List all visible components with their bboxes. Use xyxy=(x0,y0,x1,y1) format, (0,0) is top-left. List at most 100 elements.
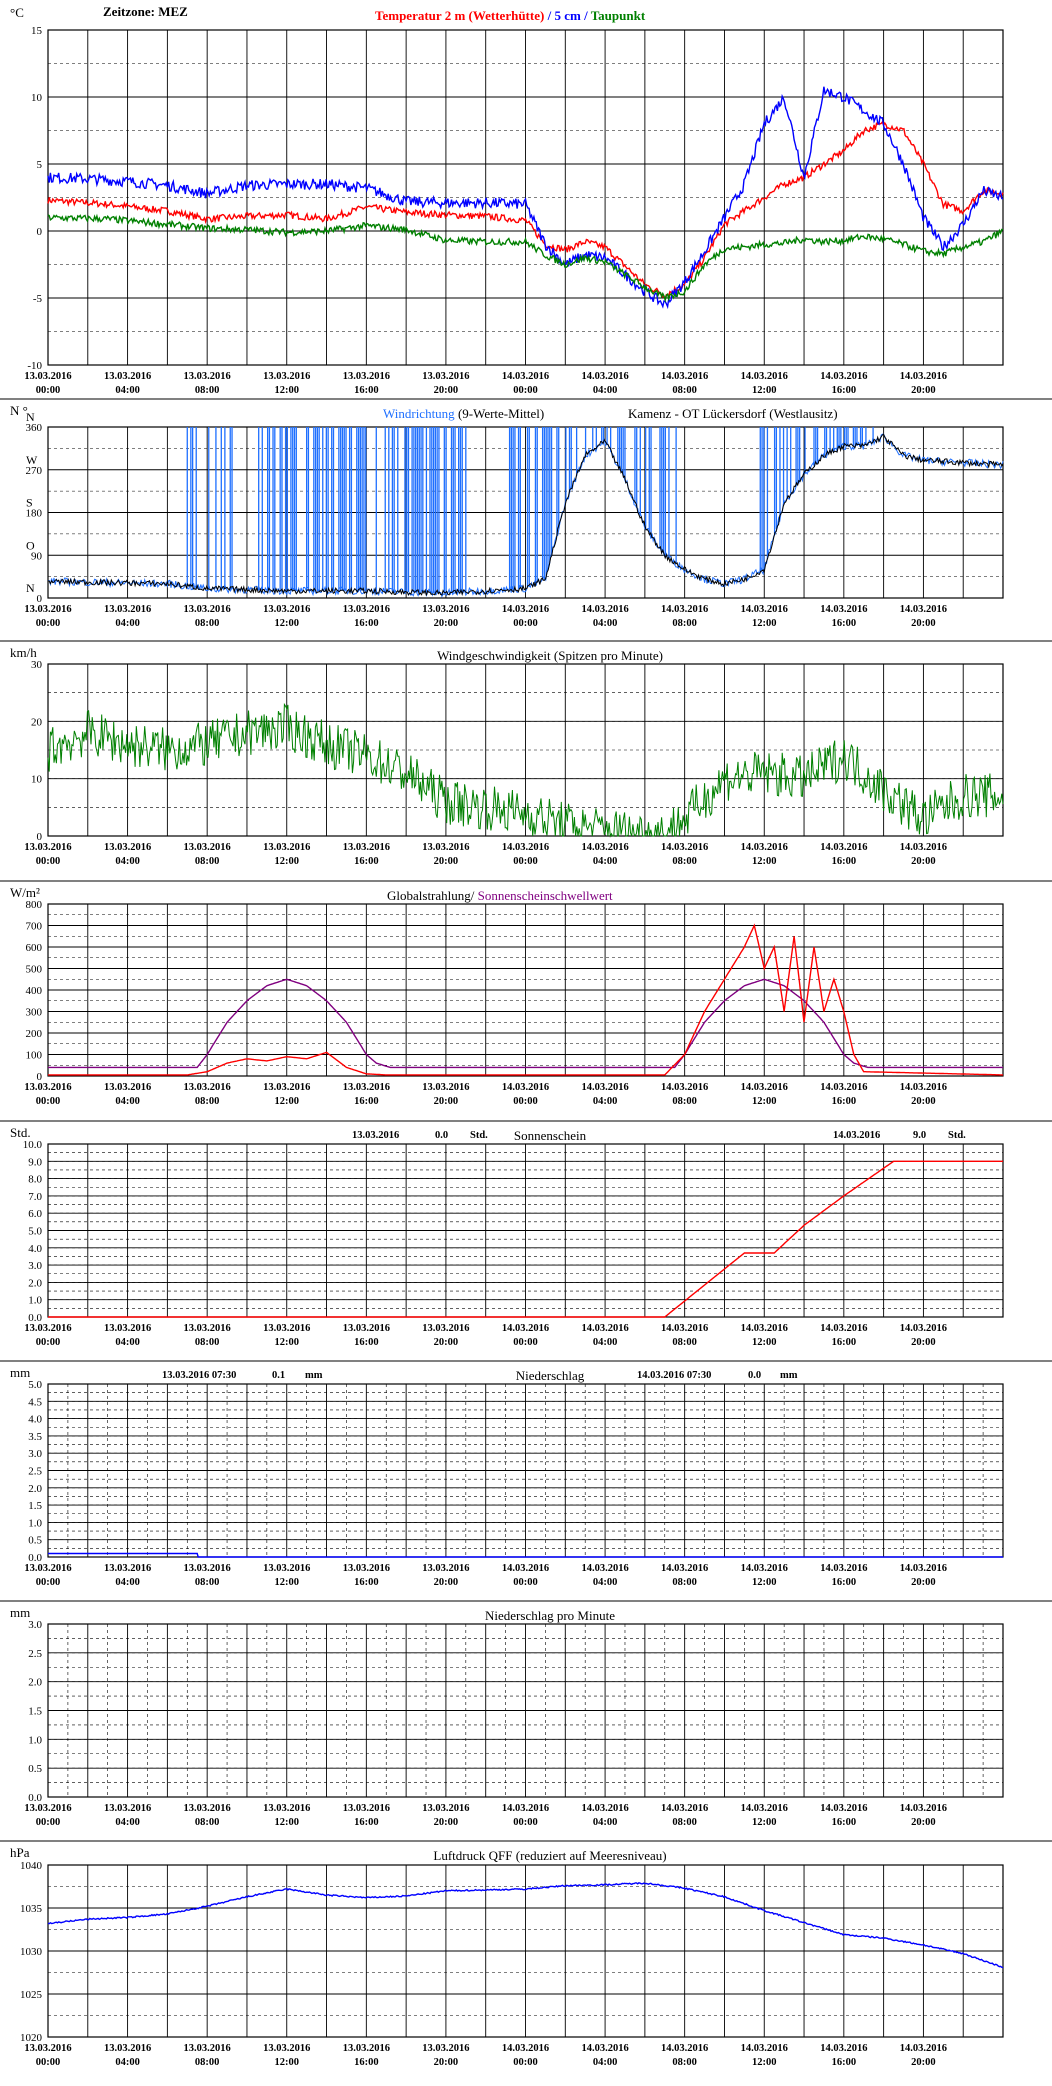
y-tick-label: 2.0 xyxy=(28,1677,42,1689)
x-tick-date: 13.03.2016 xyxy=(422,2043,469,2054)
x-tick-date: 14.03.2016 xyxy=(581,371,628,382)
x-tick-time: 16:00 xyxy=(354,1096,379,1107)
x-tick-time: 08:00 xyxy=(672,618,697,629)
x-tick-date: 13.03.2016 xyxy=(184,1563,231,1574)
x-tick-time: 04:00 xyxy=(593,1096,618,1107)
x-tick-time: 16:00 xyxy=(832,1577,857,1588)
chart-panel-0: 15 10 5 0 -5 -10 °C 13.03.2016 00:00 13.03.2016 04… xyxy=(10,4,1004,396)
title-part: Taupunkt xyxy=(591,8,646,23)
y-tick-label: 800 xyxy=(26,899,43,911)
x-tick-time: 12:00 xyxy=(275,1817,300,1828)
x-tick-time: 08:00 xyxy=(195,385,220,396)
x-tick-time: 04:00 xyxy=(593,2057,618,2068)
y-tick-label: 300 xyxy=(26,1007,43,1019)
chart-panel-2: 30 20 10 0 km/h 13.03.2016 00:00 13.03.2016 04:0… xyxy=(0,640,1052,867)
series-line xyxy=(48,978,1003,1069)
x-tick-date: 13.03.2016 xyxy=(263,842,310,853)
x-tick-date: 14.03.2016 xyxy=(820,842,867,853)
y-tick-label: 0 xyxy=(37,226,43,238)
unit-label: km/h xyxy=(10,645,37,660)
y-tick-label: 6.0 xyxy=(28,1208,42,1220)
y-tick-label: 2.5 xyxy=(28,1466,42,1478)
x-tick-date: 14.03.2016 xyxy=(820,1082,867,1093)
x-tick-date: 14.03.2016 xyxy=(661,371,708,382)
series-1-1 xyxy=(47,433,1004,596)
chart-panel-4: 10.0 9.0 8.0 7.0 6.0 5.0 4.0 3.0 2.0 1.0 0.0 Std. 13… xyxy=(0,1120,1052,1348)
series-line xyxy=(47,433,1004,596)
x-tick-time: 04:00 xyxy=(593,618,618,629)
x-tick-time: 16:00 xyxy=(832,2057,857,2068)
daily-value: 0.0 xyxy=(748,1370,761,1381)
plot-frame xyxy=(47,1623,1004,1798)
daily-value: 0.0 xyxy=(435,1130,448,1141)
y-tick-label: 0.5 xyxy=(28,1535,42,1547)
x-tick-date: 13.03.2016 xyxy=(24,842,71,853)
daily-unit: mm xyxy=(780,1370,798,1381)
y-tick-label: 3.0 xyxy=(28,1448,42,1460)
series-line xyxy=(47,120,1004,300)
x-tick-time: 20:00 xyxy=(434,2057,459,2068)
unit-label: mm xyxy=(10,1365,30,1380)
x-tick-date: 13.03.2016 xyxy=(104,1563,151,1574)
x-tick-date: 13.03.2016 xyxy=(343,371,390,382)
x-tick-time: 12:00 xyxy=(752,385,777,396)
x-tick-date: 14.03.2016 xyxy=(900,1803,947,1814)
chart-title: Sonnenschein xyxy=(514,1128,587,1143)
y-tick-label: 0.0 xyxy=(28,1552,42,1564)
daily-value: 9.0 xyxy=(913,1130,926,1141)
x-tick-date: 13.03.2016 xyxy=(263,1803,310,1814)
x-tick-time: 12:00 xyxy=(275,2057,300,2068)
series-0-1 xyxy=(47,86,1004,310)
x-tick-date: 14.03.2016 xyxy=(581,1323,628,1334)
x-tick-date: 13.03.2016 xyxy=(263,1323,310,1334)
daily-unit: Std. xyxy=(948,1130,966,1141)
x-tick-date: 13.03.2016 xyxy=(343,2043,390,2054)
x-tick-time: 00:00 xyxy=(513,2057,538,2068)
series-line xyxy=(47,86,1004,310)
y-tick-label: 0 xyxy=(37,593,43,605)
x-tick-time: 12:00 xyxy=(752,2057,777,2068)
x-tick-date: 13.03.2016 xyxy=(343,604,390,615)
y-tick-label: 500 xyxy=(26,964,43,976)
x-tick-time: 20:00 xyxy=(911,1577,936,1588)
y-tick-label: 360 xyxy=(26,422,43,434)
x-tick-date: 14.03.2016 xyxy=(741,2043,788,2054)
series-line xyxy=(48,923,1003,1076)
x-tick-time: 08:00 xyxy=(672,1337,697,1348)
unit-label: Std. xyxy=(10,1125,31,1140)
x-tick-time: 00:00 xyxy=(36,618,61,629)
x-tick-date: 14.03.2016 xyxy=(900,1323,947,1334)
x-tick-date: 14.03.2016 xyxy=(820,604,867,615)
x-tick-time: 16:00 xyxy=(832,385,857,396)
y-tick-label: 10 xyxy=(31,92,43,104)
chart-panel-3: 800 700 600 500 400 300 200 100 0 W/m² 13.03.2016 0… xyxy=(0,880,1052,1107)
series-1-0 xyxy=(47,427,1004,598)
x-tick-time: 04:00 xyxy=(115,618,140,629)
x-tick-time: 12:00 xyxy=(275,618,300,629)
x-tick-date: 13.03.2016 xyxy=(104,2043,151,2054)
x-tick-date: 13.03.2016 xyxy=(104,1803,151,1814)
y-tick-label: 270 xyxy=(26,465,43,477)
x-tick-time: 00:00 xyxy=(36,2057,61,2068)
title-part: (9-Werte-Mittel) xyxy=(455,406,545,421)
x-tick-time: 12:00 xyxy=(275,1577,300,1588)
y-tick-label: 2.0 xyxy=(28,1483,42,1495)
y-tick-label: 90 xyxy=(31,550,43,562)
x-tick-date: 13.03.2016 xyxy=(104,371,151,382)
plot-frame xyxy=(47,903,1004,1077)
series-line xyxy=(47,702,1004,838)
x-tick-date: 14.03.2016 xyxy=(741,371,788,382)
x-tick-date: 14.03.2016 xyxy=(741,1803,788,1814)
x-tick-time: 00:00 xyxy=(513,1096,538,1107)
y-tick-label: 600 xyxy=(26,942,43,954)
x-tick-date: 13.03.2016 xyxy=(422,604,469,615)
x-tick-time: 16:00 xyxy=(832,856,857,867)
daily-date: 13.03.2016 07:30 xyxy=(162,1370,236,1381)
x-tick-date: 14.03.2016 xyxy=(741,842,788,853)
plot-frame xyxy=(47,1864,1004,2038)
x-tick-time: 20:00 xyxy=(911,856,936,867)
x-tick-date: 13.03.2016 xyxy=(263,604,310,615)
x-tick-date: 14.03.2016 xyxy=(661,842,708,853)
x-tick-time: 12:00 xyxy=(275,1096,300,1107)
